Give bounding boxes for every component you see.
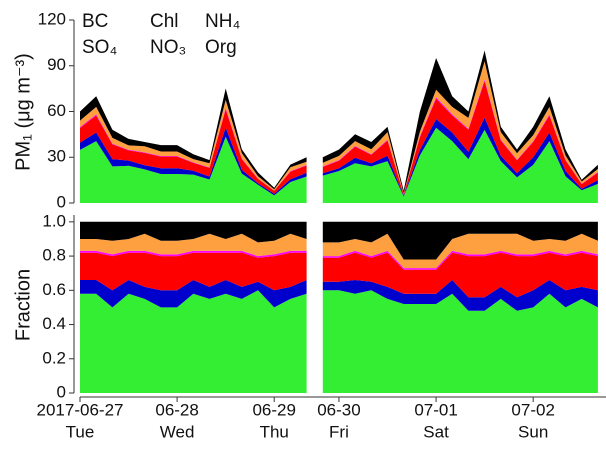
y-tick-label: 1.0: [42, 211, 66, 230]
y-tick-label: 90: [47, 55, 66, 74]
x-tick-weekday: Sun: [518, 422, 548, 441]
area: [80, 290, 598, 393]
y-tick-label: 0.8: [42, 246, 66, 265]
area: [80, 221, 598, 260]
x-tick-label: 2017-06-27: [37, 400, 124, 419]
y-axis-title: PM₁ (μg m⁻³): [12, 53, 34, 171]
y-tick-label: 0.2: [42, 348, 66, 367]
y-tick-label: 0.6: [42, 280, 66, 299]
y-tick-label: 60: [47, 101, 66, 120]
area: [80, 233, 598, 269]
y-tick-label: 30: [47, 147, 66, 166]
x-tick-weekday: Tue: [66, 422, 95, 441]
x-tick-label: 06-30: [317, 400, 360, 419]
y-axis-title: Fraction: [12, 269, 34, 341]
y-tick-label: 120: [38, 9, 66, 28]
x-tick-weekday: Fri: [329, 422, 349, 441]
y-tick-label: 0: [57, 192, 66, 211]
area: [80, 127, 598, 203]
legend-label: SO₄: [82, 37, 117, 58]
area: [80, 250, 598, 270]
x-tick-label: 07-02: [511, 400, 554, 419]
x-tick-weekday: Thu: [260, 422, 289, 441]
legend-label: Org: [205, 37, 237, 58]
area: [80, 117, 598, 197]
y-tick-label: 0.4: [42, 314, 66, 333]
x-tick-label: 07-01: [414, 400, 457, 419]
x-tick-label: 06-28: [155, 400, 198, 419]
y-tick-label: 0: [57, 382, 66, 401]
legend-label: NH₄: [205, 11, 240, 32]
legend-label: NO₃: [150, 37, 186, 58]
legend-label: Chl: [150, 11, 179, 32]
area: [80, 280, 598, 311]
x-tick-label: 06-29: [252, 400, 295, 419]
area: [80, 252, 598, 298]
x-tick-weekday: Wed: [160, 422, 195, 441]
x-tick-weekday: Sat: [423, 422, 449, 441]
area: [80, 81, 598, 196]
legend-label: BC: [82, 11, 108, 32]
